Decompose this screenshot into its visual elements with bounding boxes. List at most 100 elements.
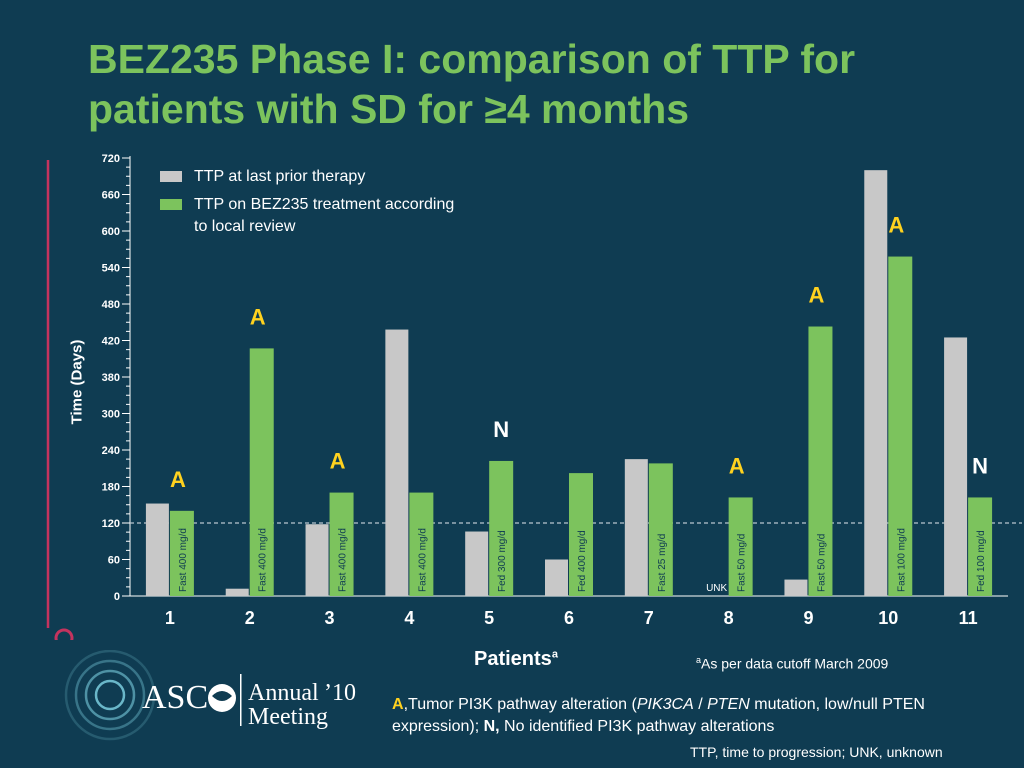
status-letter-patient-10: A [888, 213, 904, 238]
chart-legend: TTP at last prior therapy TTP on BEZ235 … [160, 166, 464, 238]
x-tick-label: 2 [245, 608, 255, 628]
bar-bez-patient-4 [409, 492, 434, 596]
bar-prior-patient-6 [545, 559, 568, 596]
bar-prior-patient-10 [864, 170, 888, 596]
bar-prior-patient-7 [624, 459, 648, 596]
dose-label-patient-4: Fast 400 mg/d [417, 528, 428, 592]
concentric-rings-icon [64, 650, 156, 741]
bar-bez-patient-1 [169, 510, 194, 596]
y-tick-label: 420 [102, 336, 120, 348]
y-tick-label: 380 [102, 372, 120, 384]
key-text-n: No identified PI3K pathway alterations [499, 718, 775, 735]
y-tick-label: 240 [102, 445, 120, 457]
logo-meeting: Meeting [248, 704, 328, 730]
asco-globe-icon [208, 684, 236, 712]
bar-bez-patient-3 [329, 492, 354, 596]
y-tick-label: 120 [102, 518, 120, 530]
status-letter-patient-3: A [330, 449, 346, 474]
y-tick-label: 480 [102, 299, 120, 311]
accent-ring-icon [54, 628, 74, 640]
bar-prior-patient-5 [465, 531, 489, 596]
x-tick-label: 9 [803, 608, 813, 628]
x-tick-label: 10 [878, 608, 898, 628]
bar-prior-patient-3 [305, 524, 329, 596]
x-tick-label: 5 [484, 608, 494, 628]
status-letter-patient-2: A [250, 304, 266, 329]
status-letter-patient-8: A [729, 453, 745, 478]
y-tick-label: 300 [102, 409, 120, 421]
footnote-cutoff-sup: a [696, 655, 702, 665]
key-gene-pten: PTEN [707, 696, 750, 713]
bar-bez-patient-11 [968, 497, 993, 596]
dose-label-patient-2: Fast 400 mg/d [258, 528, 269, 592]
logo-annual: Annual [248, 680, 319, 706]
y-tick-label: 600 [102, 226, 120, 238]
legend-label-bez: TTP on BEZ235 treatment according to loc… [194, 196, 455, 235]
key-slash: / [693, 696, 708, 713]
y-tick-label: 660 [102, 190, 120, 202]
x-tick-label: 8 [724, 608, 734, 628]
logo-year: ’10 [324, 680, 356, 706]
y-tick-label: 540 [102, 263, 120, 275]
dose-label-patient-5: Fed 300 mg/d [497, 530, 508, 592]
dose-label-patient-1: Fast 400 mg/d [178, 528, 189, 592]
bar-bez-patient-7 [648, 463, 673, 596]
y-tick-label: 60 [108, 555, 120, 567]
y-tick-label: 720 [102, 153, 120, 165]
title-line-2: patients with SD for ≥4 months [88, 86, 690, 132]
abbreviations-footnote: TTP, time to progression; UNK, unknown [690, 744, 943, 760]
legend-swatch-bez [160, 199, 182, 210]
bar-prior-patient-1 [145, 503, 169, 596]
y-tick-label: 0 [114, 591, 120, 603]
bar-bez-patient-6 [569, 473, 593, 596]
key-text-a: ,Tumor PI3K pathway alteration ( [403, 696, 637, 713]
footnote-cutoff: aAs per data cutoff March 2009 [696, 655, 888, 672]
x-tick-label: 7 [644, 608, 654, 628]
dose-label-patient-6: Fed 400 mg/d [577, 530, 588, 592]
status-letter-patient-1: A [170, 467, 186, 492]
key-gene-pik3ca: PIK3CA [636, 696, 694, 713]
x-axis-title: Patientsa [474, 648, 558, 671]
bar-prior-patient-11 [944, 337, 968, 596]
ttp-bar-chart: 0 60 120 180 240 300 380 420 480 540 600 660 720 Fast… [46, 153, 1022, 640]
bar-bez-patient-2 [249, 348, 274, 596]
y-axis-title: Time (Days) [68, 339, 86, 425]
status-letter-patient-5: N [493, 417, 509, 442]
x-axis-title-text: Patients [474, 648, 552, 670]
bar-prior-patient-9 [784, 579, 808, 596]
x-tick-label: 3 [325, 608, 335, 628]
status-letter-patient-9: A [809, 283, 825, 308]
unknown-label: UNK [706, 583, 727, 594]
legend-label-prior: TTP at last prior therapy [194, 168, 366, 185]
asco-wordmark: ASC [142, 679, 208, 716]
dose-label-patient-3: Fast 400 mg/d [338, 528, 349, 592]
legend-item-prior: TTP at last prior therapy [160, 166, 464, 188]
dose-label-patient-11: Fed 100 mg/d [976, 530, 987, 592]
bar-bez-patient-10 [888, 256, 913, 596]
x-axis-title-sup: a [551, 648, 558, 661]
x-tick-label: 1 [165, 608, 175, 628]
dose-label-patient-8: Fast 50 mg/d [737, 534, 748, 592]
key-code-n: N, [483, 718, 500, 735]
dose-label-patient-7: Fast 25 mg/d [657, 534, 668, 592]
slide-title: BEZ235 Phase I: comparison of TTP for pa… [88, 34, 1008, 134]
title-line-1: BEZ235 Phase I: comparison of TTP for [88, 36, 856, 82]
bar-bez-patient-5 [489, 460, 514, 596]
bar-prior-patient-4 [385, 329, 409, 596]
key-code-a: A [392, 696, 404, 713]
bar-bez-patient-8 [728, 497, 753, 596]
key-text-a2: mutation, low/null PTEN expression); [392, 696, 925, 735]
legend-item-bez: TTP on BEZ235 treatment according to loc… [160, 194, 464, 238]
bar-bez-patient-9 [808, 326, 833, 596]
y-tick-label: 180 [102, 482, 120, 494]
status-key: A,Tumor PI3K pathway alteration (PIK3CA … [392, 694, 1012, 738]
dose-label-patient-10: Fast 100 mg/d [896, 528, 907, 592]
x-tick-label: 4 [404, 608, 414, 628]
footnote-cutoff-text: As per data cutoff March 2009 [701, 655, 889, 672]
asco-annual-meeting-logo: ASC Annual ’10 Meeting [64, 650, 356, 741]
logo-divider [240, 674, 242, 726]
status-letter-patient-11: N [972, 453, 988, 478]
x-tick-label: 6 [564, 608, 574, 628]
legend-swatch-prior [160, 171, 182, 182]
x-tick-label: 11 [959, 608, 978, 628]
